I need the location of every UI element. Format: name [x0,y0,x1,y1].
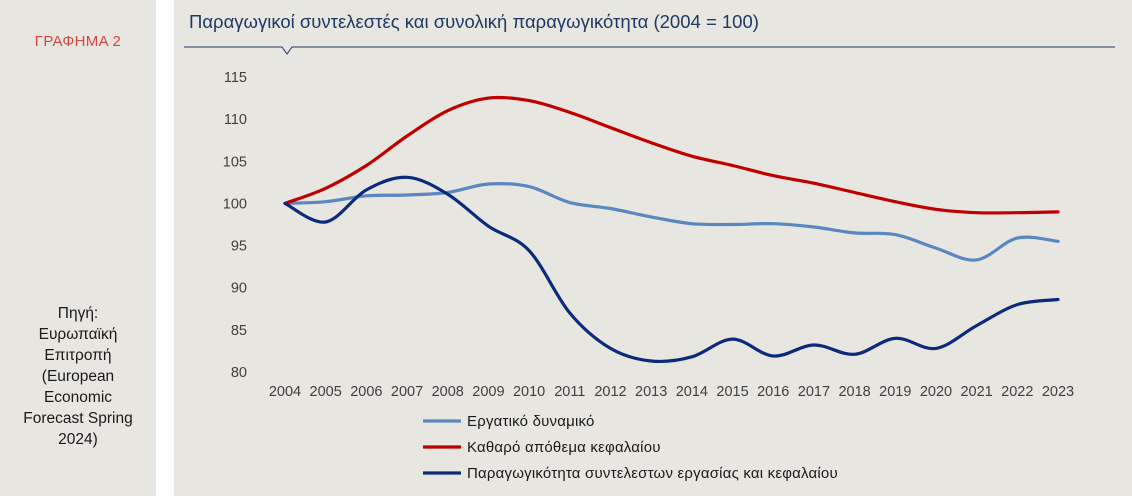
y-tick-label: 95 [231,239,247,255]
x-tick-label: 2011 [554,384,585,400]
y-tick-label: 100 [223,196,247,212]
y-tick-label: 80 [231,365,247,381]
x-tick-label: 2017 [798,384,830,400]
x-tick-label: 2020 [920,384,952,400]
x-tick-label: 2009 [472,384,504,400]
x-tick-label: 2006 [350,384,382,400]
x-tick-label: 2014 [676,384,708,400]
x-tick-label: 2015 [716,384,748,400]
legend-labor-force-label: Εργατικό δυναμικό [467,413,595,430]
y-tick-label: 90 [231,281,247,297]
x-tick-label: 2018 [838,384,870,400]
figure-label: ΓΡΑΦΗΜΑ 2 [34,33,122,50]
y-tick-label: 115 [224,70,247,86]
chart-panel [174,0,1132,496]
chart-title: Παραγωγικοί συντελεστές και συνολική παρ… [189,11,759,32]
x-tick-label: 2008 [432,384,464,400]
labor-force-line [283,181,1060,262]
y-tick-label: 110 [224,112,247,128]
tfp-line [283,175,1060,364]
x-tick-label: 2019 [879,384,911,400]
x-tick-label: 2012 [594,384,626,400]
y-tick-label: 105 [223,154,247,170]
x-tick-label: 2022 [1001,384,1033,400]
x-tick-label: 2023 [1042,384,1074,400]
side-panel: ΓΡΑΦΗΜΑ 2 Πηγή: Ευρωπαϊκή Επιτροπή (Euro… [0,0,156,496]
x-tick-label: 2004 [269,384,301,400]
legend-capital-stock-label: Καθαρό απόθεμα κεφαλαίου [467,439,661,456]
x-tick-label: 2016 [757,384,789,400]
legend-tfp-label: Παραγωγικότητα συντελεστων εργασίας και … [467,465,838,482]
x-tick-label: 2005 [310,384,342,400]
title-underline [184,46,1115,55]
capital-stock-line [283,95,1060,215]
x-tick-label: 2021 [960,384,992,400]
x-tick-label: 2010 [513,384,545,400]
x-tick-label: 2013 [635,384,667,400]
y-tick-label: 85 [231,323,247,339]
source-note: Πηγή: Ευρωπαϊκή Επιτροπή (European Econo… [23,305,133,448]
x-tick-label: 2007 [391,384,423,400]
